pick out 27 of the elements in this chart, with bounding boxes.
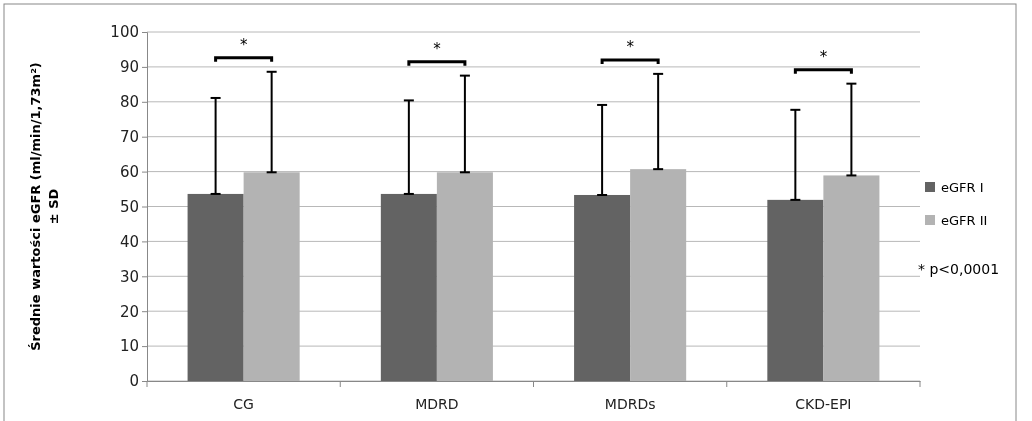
y-tick-label: 30	[119, 267, 139, 286]
y-tick-label: 90	[119, 58, 139, 77]
y-tick-label: 80	[119, 93, 139, 112]
bar	[767, 199, 824, 381]
annotation: *	[626, 37, 635, 56]
bar	[574, 194, 631, 381]
x-tick-label: MDRD	[415, 395, 459, 412]
bar	[187, 193, 244, 381]
x-tick-label: CKD-EPI	[795, 395, 852, 412]
y-tick-label: 0	[129, 372, 139, 391]
y-tick-label: 100	[110, 23, 139, 42]
x-tick-label: MDRDs	[604, 395, 656, 412]
annotation: *	[433, 39, 442, 58]
y-tick-label: 60	[119, 162, 139, 181]
y-tick-label: 70	[119, 128, 139, 146]
y-tick-label: 40	[119, 232, 139, 251]
legend-label: eGFR I	[941, 180, 984, 195]
legend-label: eGFR II	[941, 213, 988, 228]
bar	[380, 193, 437, 381]
y-tick-label: 50	[119, 197, 139, 216]
y-tick-label: 10	[119, 337, 139, 356]
annotation: * p<0,0001	[918, 261, 1000, 277]
y-tick-label: 20	[119, 302, 139, 321]
annotation: *	[819, 47, 828, 66]
annotation: *	[239, 35, 248, 54]
x-tick-label: CG	[233, 395, 254, 412]
y-axis-title: Średnie wartości eGFR (ml/min/1,73m²) ± SD	[28, 62, 61, 351]
